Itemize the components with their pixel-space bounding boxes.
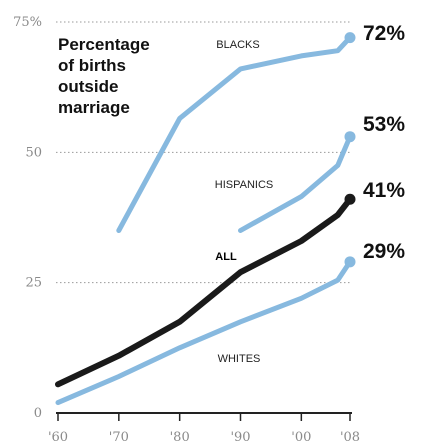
y-tick-label: 25 — [25, 276, 42, 291]
chart-title-line-4: marriage — [58, 98, 130, 117]
x-tick-label: '60 — [48, 430, 68, 445]
series-end-point-hispanics — [344, 131, 356, 143]
series-name-label-blacks: BLACKS — [216, 39, 259, 51]
chart-title-line-1: Percentage — [58, 35, 150, 54]
chart-title-line-3: outside — [58, 77, 118, 96]
x-tick-label: '80 — [170, 430, 190, 445]
series-end-value-hispanics: 53% — [363, 113, 405, 136]
series-end-point-blacks — [344, 32, 356, 44]
series-line-all — [55, 196, 353, 388]
x-tick-label: '70 — [109, 430, 129, 445]
x-tick-label: '08 — [340, 430, 360, 445]
series-line-blacks — [116, 35, 353, 233]
series-name-label-hispanics: HISPANICS — [215, 179, 273, 191]
chart-title: Percentage of births outside marriage — [58, 35, 150, 117]
y-tick-label: 50 — [25, 145, 42, 160]
series-line-whites — [55, 259, 353, 406]
series — [55, 32, 356, 406]
grid — [56, 21, 352, 284]
y-tick-label: 0 — [34, 406, 42, 421]
chart-title-line-2: of births — [58, 56, 126, 75]
series-end-value-all: 41% — [363, 179, 405, 202]
x-tick-label: '00 — [291, 430, 311, 445]
series-line-hispanics — [238, 134, 353, 233]
series-end-value-blacks: 72% — [363, 22, 405, 45]
x-tick-label: '90 — [230, 430, 250, 445]
series-end-point-all — [344, 193, 356, 205]
series-name-label-whites: WHITES — [218, 353, 261, 365]
series-end-value-whites: 29% — [363, 240, 405, 263]
series-name-label-all: ALL — [215, 251, 237, 263]
y-tick-label: 75% — [13, 15, 42, 30]
labels: BLACKS 72% HISPANICS 53% ALL 41% WHITES 29% — [215, 22, 406, 365]
x-axis: 0 25 50 75% '60 '70 '80 '90 '00 '08 — [13, 15, 360, 445]
series-end-point-whites — [344, 256, 356, 268]
